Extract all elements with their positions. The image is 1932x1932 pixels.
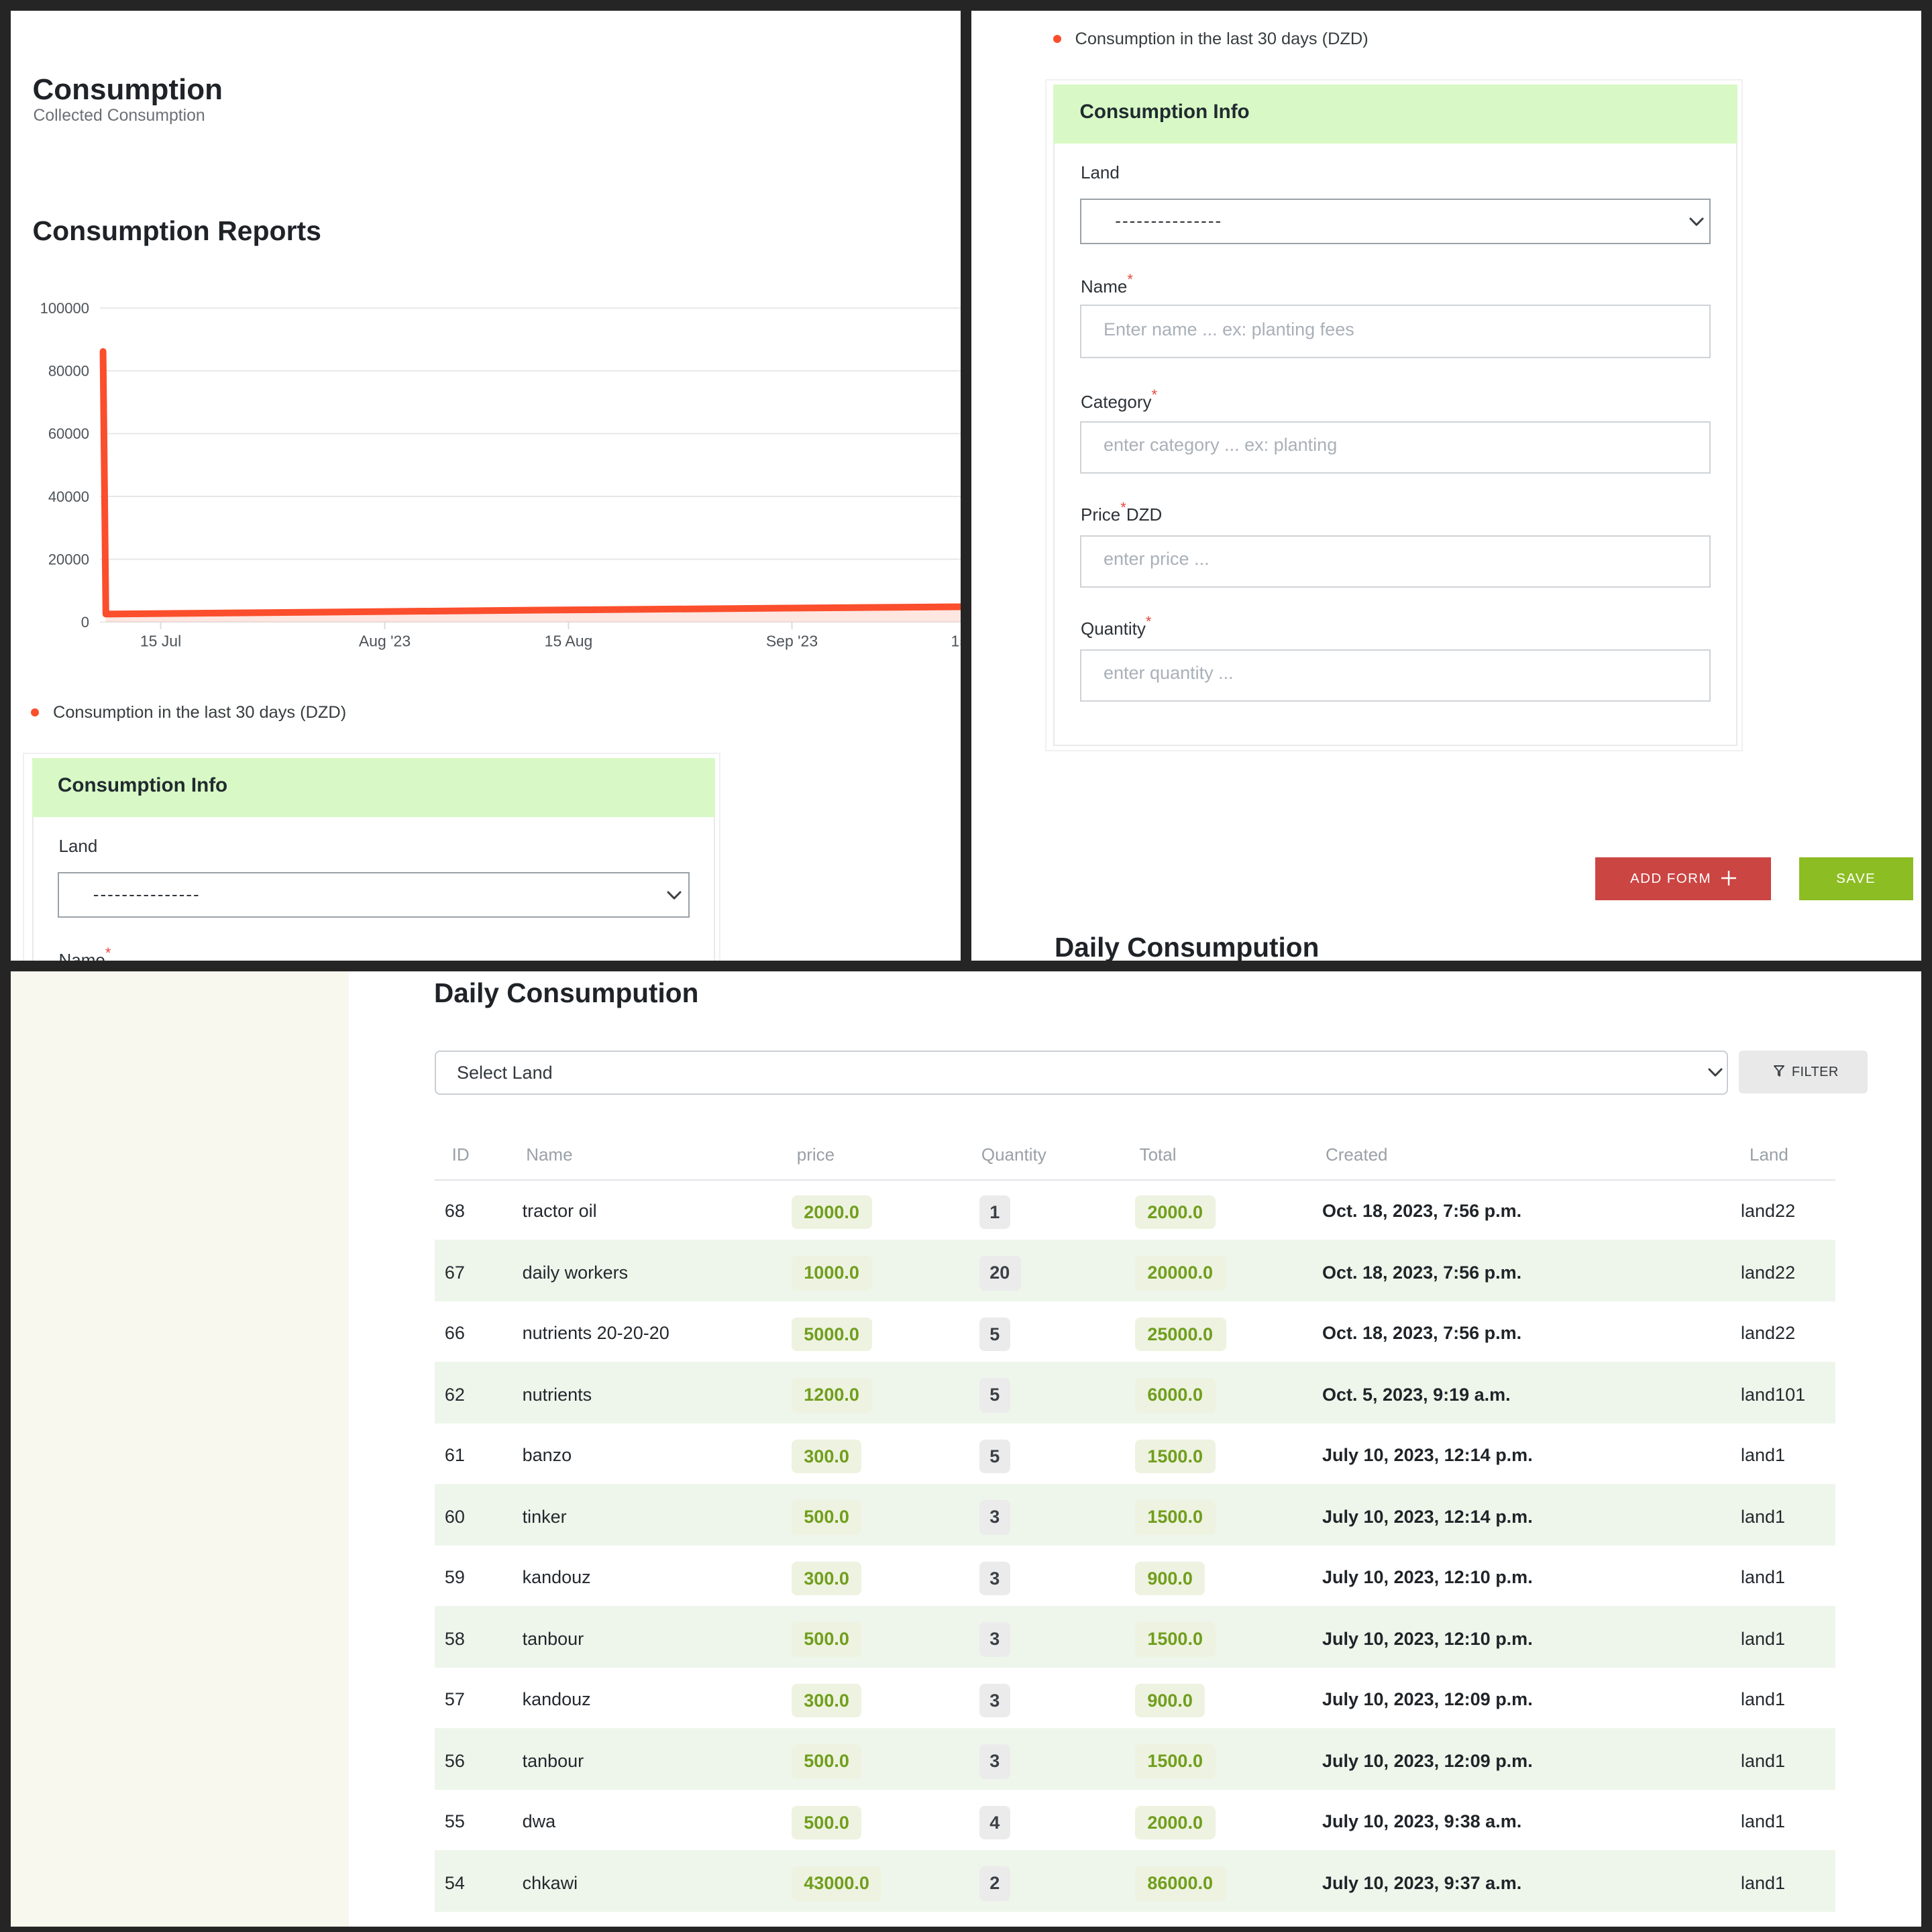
svg-text:100000: 100000 — [40, 300, 89, 317]
svg-text:15 Jul: 15 Jul — [140, 632, 180, 649]
svg-text:15 Aug: 15 Aug — [544, 632, 592, 649]
svg-text:Sep '23: Sep '23 — [765, 632, 817, 649]
svg-text:0: 0 — [80, 614, 89, 631]
svg-text:40000: 40000 — [48, 488, 89, 504]
svg-text:80000: 80000 — [48, 362, 89, 379]
svg-text:20000: 20000 — [48, 551, 89, 568]
svg-text:15 Sep: 15 Sep — [951, 632, 961, 649]
svg-text:Aug '23: Aug '23 — [358, 632, 410, 649]
svg-text:60000: 60000 — [48, 425, 89, 442]
